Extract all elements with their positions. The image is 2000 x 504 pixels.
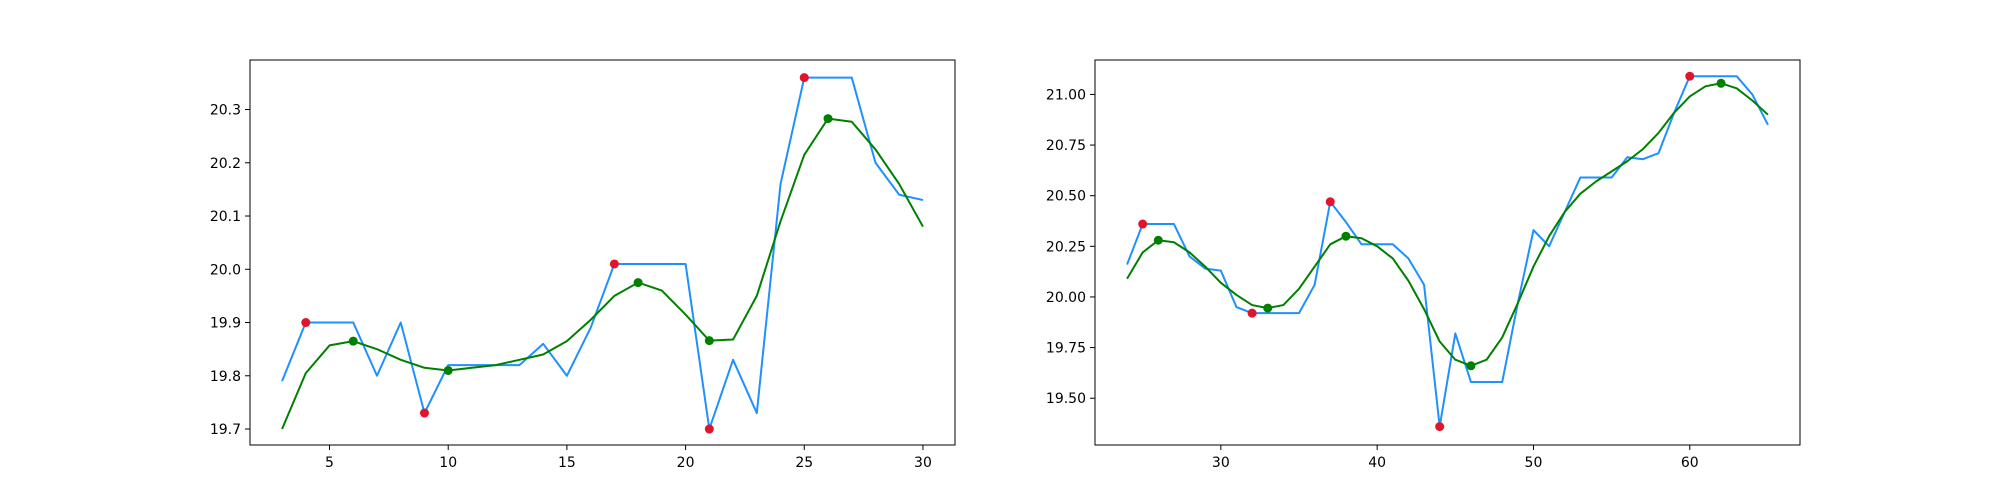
marker-point-3-0 xyxy=(1153,235,1163,245)
marker-point-3-0 xyxy=(348,336,358,346)
marker-point-3-1 xyxy=(1263,303,1273,313)
marker-point-3-3 xyxy=(1466,361,1476,371)
x-tick-label: 15 xyxy=(558,455,576,471)
y-tick-label: 20.25 xyxy=(1046,239,1086,255)
x-tick-label: 5 xyxy=(325,455,334,471)
marker-point-3-4 xyxy=(1716,78,1726,88)
series-line-1 xyxy=(281,117,924,430)
x-tick-label: 20 xyxy=(677,455,695,471)
series-line-0 xyxy=(281,76,924,431)
marker-point-3-4 xyxy=(823,114,833,124)
marker-point-2-3 xyxy=(704,424,714,434)
x-tick-label: 10 xyxy=(439,455,457,471)
subplot-right: 30 40 50 60 19.50 19.75 20.00 20.25 20.50 20.75 21… xyxy=(1046,59,1801,471)
marker-point-2-4 xyxy=(799,73,809,83)
marker-point-2-2 xyxy=(609,259,619,269)
y-tick-label: 19.7 xyxy=(210,422,241,438)
marker-point-3-2 xyxy=(1341,231,1351,241)
x-tick-label: 50 xyxy=(1525,455,1543,471)
y-tick-label: 21.00 xyxy=(1046,87,1086,103)
axes-frame xyxy=(249,59,956,446)
x-tick-label: 40 xyxy=(1368,455,1386,471)
series-line-0 xyxy=(1126,75,1769,428)
marker-point-2-3 xyxy=(1435,422,1445,432)
marker-point-2-1 xyxy=(419,408,429,418)
y-tick-label: 19.8 xyxy=(210,369,241,385)
y-tick-label: 19.50 xyxy=(1046,391,1086,407)
y-tick-label: 20.75 xyxy=(1046,138,1086,154)
series-line-1 xyxy=(1126,82,1769,367)
marker-point-2-2 xyxy=(1325,197,1335,207)
y-tick-label: 20.00 xyxy=(1046,290,1086,306)
y-tick-label: 20.3 xyxy=(210,103,241,119)
x-tick-label: 30 xyxy=(914,455,932,471)
marker-point-2-0 xyxy=(301,318,311,328)
marker-point-3-3 xyxy=(704,336,714,346)
y-tick-label: 20.1 xyxy=(210,209,241,225)
y-tick-label: 19.75 xyxy=(1046,341,1086,357)
marker-point-2-1 xyxy=(1247,308,1257,318)
marker-point-2-0 xyxy=(1138,219,1148,229)
y-tick-label: 20.0 xyxy=(210,262,241,278)
subplot-left: 5 10 15 20 25 30 19.7 19.8 19.9 20.0 20.1 20.2 20.3 xyxy=(210,59,956,471)
marker-point-3-1 xyxy=(443,365,453,375)
x-tick-label: 25 xyxy=(795,455,813,471)
x-tick-label: 30 xyxy=(1212,455,1230,471)
y-tick-label: 19.9 xyxy=(210,316,241,332)
y-tick-label: 20.50 xyxy=(1046,189,1086,205)
y-tick-label: 20.2 xyxy=(210,156,241,172)
marker-point-2-4 xyxy=(1685,71,1695,81)
marker-point-3-2 xyxy=(633,278,643,288)
x-tick-label: 60 xyxy=(1681,455,1699,471)
axes-frame xyxy=(1094,59,1801,446)
